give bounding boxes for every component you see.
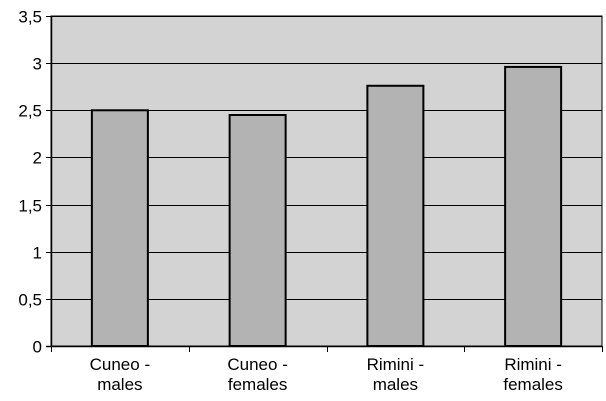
y-tick-label: 2	[33, 149, 42, 168]
bar	[228, 114, 287, 347]
x-category-label: Rimini -males	[367, 355, 425, 394]
bar	[90, 109, 149, 347]
y-tick-label: 2,5	[18, 102, 42, 121]
bar	[504, 65, 563, 348]
bar	[366, 84, 425, 348]
x-category-label: Cuneo -males	[90, 355, 150, 394]
y-tick-label: 0,5	[18, 291, 42, 310]
x-category-label: Rimini -females	[503, 355, 563, 394]
x-category-label: Cuneo -females	[227, 355, 287, 394]
bars	[90, 65, 563, 348]
y-tick-label: 0	[33, 338, 42, 357]
y-tick-label: 3	[33, 55, 42, 74]
axes	[46, 16, 603, 352]
y-tick-labels: 0 0,5 1 1,5 2 2,5 3 3,5	[18, 8, 42, 357]
x-tick-labels: Cuneo -males Cuneo -females Rimini -males R…	[90, 355, 563, 394]
y-tick-label: 3,5	[18, 8, 42, 27]
y-tick-label: 1	[33, 244, 42, 263]
y-tick-label: 1,5	[18, 197, 42, 216]
